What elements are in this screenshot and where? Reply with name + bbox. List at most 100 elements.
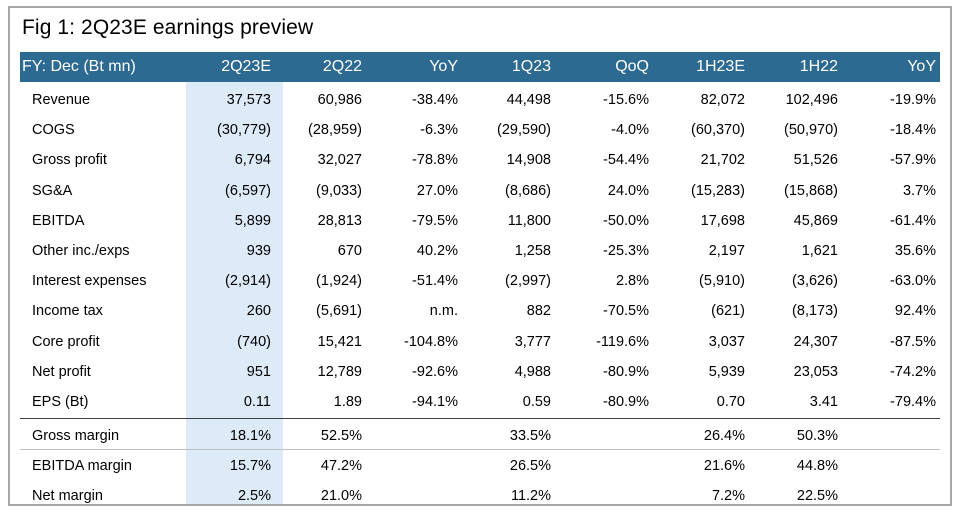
row-label: Other inc./exps [32, 243, 130, 259]
table-row: Revenue 37,573 60,986 -38.4% 44,498 -15.6% 82,… [20, 85, 940, 115]
row-value-yoy-col: -38.4% [412, 92, 458, 108]
row-value-2q22-col: 15,421 [317, 333, 362, 350]
margin-row: Net margin 2.5% 21.0% 11.2% 7.2% 22.5% [20, 481, 940, 504]
row-value-yoy-1h-col: -18.4% [890, 122, 936, 139]
row-value-2q23e-col: (30,779) [216, 122, 271, 139]
row-value-1h23e-col: 3,037 [708, 333, 745, 350]
row-value-yoy-col: -79.5% [412, 212, 458, 229]
row-value-qoq-col: -80.9% [603, 363, 649, 380]
margin-label: EBITDA margin [32, 458, 132, 474]
row-label: Interest expenses [32, 273, 147, 290]
row-value-1h22-col: 24,307 [793, 333, 838, 350]
row-value-1h23e-col: (621) [711, 303, 745, 320]
row-value-yoy-col: 40.2% [416, 243, 458, 259]
row-value-2q22-col: 1.89 [333, 394, 362, 410]
figure-frame: Fig 1: 2Q23E earnings preview FY: Dec (B… [8, 6, 952, 506]
row-value-2q22-col: 670 [337, 243, 362, 259]
margin-value-1h22-col: 44.8% [796, 458, 838, 474]
margin-value-1q23-col: 26.5% [509, 458, 551, 474]
row-value-1h22-col: 45,869 [793, 212, 838, 229]
header-qoq-col: QoQ [615, 58, 649, 75]
margin-row-divider [20, 449, 940, 450]
row-value-1q23-col: 1,258 [514, 243, 551, 259]
row-value-1h23e-col: 0.70 [716, 394, 745, 410]
row-value-1h23e-col: 82,072 [700, 92, 745, 108]
row-value-qoq-col: -54.4% [603, 152, 649, 169]
row-value-yoy-1h-col: 92.4% [894, 303, 936, 320]
row-value-2q22-col: (1,924) [316, 273, 362, 290]
row-value-qoq-col: -15.6% [603, 92, 649, 108]
row-value-yoy-col: -92.6% [412, 363, 458, 380]
margin-label: Gross margin [32, 428, 120, 444]
margin-value-1h23e-col: 26.4% [703, 428, 745, 444]
row-value-1q23-col: (2,997) [505, 273, 551, 290]
table-row: Core profit (740) 15,421 -104.8% 3,777 -119.6… [20, 327, 940, 357]
header-yoy-col: YoY [429, 58, 458, 75]
row-value-yoy-1h-col: -87.5% [890, 333, 936, 350]
header-2q22-col: 2Q22 [322, 58, 362, 75]
table-row: SG&A (6,597) (9,033) 27.0% (8,686) 24.0% (15,2… [20, 176, 940, 206]
row-value-2q22-col: 60,986 [317, 92, 362, 108]
header-2q23e-col: 2Q23E [221, 58, 271, 75]
row-value-qoq-col: -80.9% [603, 394, 649, 410]
row-value-yoy-col: -51.4% [412, 273, 458, 290]
row-value-1q23-col: 4,988 [514, 363, 551, 380]
table-row: Interest expenses (2,914) (1,924) -51.4% (2,… [20, 266, 940, 296]
row-value-2q23e-col: 5,899 [234, 212, 271, 229]
row-value-qoq-col: 24.0% [607, 182, 649, 199]
margin-value-1h23e-col: 7.2% [711, 488, 745, 504]
row-value-2q22-col: (9,033) [316, 182, 362, 199]
margin-value-1h23e-col: 21.6% [703, 458, 745, 474]
row-label: Net profit [32, 363, 91, 380]
row-value-2q23e-col: (740) [237, 333, 271, 350]
row-value-1h23e-col: (15,283) [690, 182, 745, 199]
row-value-2q23e-col: 37,573 [226, 92, 271, 108]
row-value-1h23e-col: 17,698 [700, 212, 745, 229]
margin-value-2q22-col: 47.2% [320, 458, 362, 474]
row-value-1h23e-col: (60,370) [690, 122, 745, 139]
table-row: COGS (30,779) (28,959) -6.3% (29,590) -4.0% (6… [20, 115, 940, 145]
row-value-1h22-col: 3.41 [809, 394, 838, 410]
row-label: Gross profit [32, 152, 107, 169]
margin-row: Gross margin 18.1% 52.5% 33.5% 26.4% 50.3% [20, 421, 940, 451]
margin-value-1h22-col: 50.3% [796, 428, 838, 444]
row-value-qoq-col: 2.8% [615, 273, 649, 290]
row-value-2q22-col: 32,027 [317, 152, 362, 169]
header-1h23e-col: 1H23E [696, 58, 745, 75]
header-1h22-col: 1H22 [799, 58, 838, 75]
row-value-1h23e-col: 5,939 [708, 363, 745, 380]
row-value-2q22-col: 28,813 [317, 212, 362, 229]
highlight-column-2q23e [186, 82, 283, 504]
row-value-yoy-col: -104.8% [403, 333, 458, 350]
row-value-2q23e-col: 939 [246, 243, 271, 259]
row-value-2q22-col: (28,959) [307, 122, 362, 139]
row-value-1q23-col: (29,590) [496, 122, 551, 139]
margin-value-2q23e-col: 15.7% [229, 458, 271, 474]
row-label: Revenue [32, 92, 91, 108]
row-value-1q23-col: 0.59 [522, 394, 551, 410]
row-value-yoy-col: -6.3% [420, 122, 458, 139]
margin-row: EBITDA margin 15.7% 47.2% 26.5% 21.6% 44.8% [20, 451, 940, 481]
row-value-yoy-1h-col: -74.2% [890, 363, 936, 380]
row-label: SG&A [32, 182, 73, 199]
header-label-col: FY: Dec (Bt mn) [22, 58, 136, 75]
header-yoy-1h-col: YoY [907, 58, 936, 75]
row-label: Income tax [32, 303, 103, 320]
table-row: Gross profit 6,794 32,027 -78.8% 14,908 -54.4… [20, 145, 940, 175]
table-header: FY: Dec (Bt mn) 2Q23E 2Q22 YoY 1Q23 QoQ 1H23E 1… [20, 52, 940, 82]
figure-title: Fig 1: 2Q23E earnings preview [22, 16, 314, 39]
margin-value-1q23-col: 11.2% [510, 488, 551, 504]
row-value-qoq-col: -25.3% [603, 243, 649, 259]
row-value-1q23-col: 11,800 [507, 212, 551, 229]
row-value-1h23e-col: 21,702 [700, 152, 745, 169]
table-row: EPS (Bt) 0.11 1.89 -94.1% 0.59 -80.9% 0.70 3.41… [20, 387, 940, 417]
row-value-yoy-1h-col: -61.4% [890, 212, 936, 229]
margin-value-2q23e-col: 18.1% [229, 428, 271, 444]
row-value-yoy-1h-col: 3.7% [902, 182, 936, 199]
table-row: Income tax 260 (5,691) n.m. 882 -70.5% (621) (8… [20, 296, 940, 326]
row-value-yoy-col: -94.1% [412, 394, 458, 410]
row-value-yoy-1h-col: 35.6% [894, 243, 936, 259]
row-value-1q23-col: 3,777 [514, 333, 551, 350]
margin-value-1q23-col: 33.5% [509, 428, 551, 444]
margin-separator [20, 418, 940, 419]
